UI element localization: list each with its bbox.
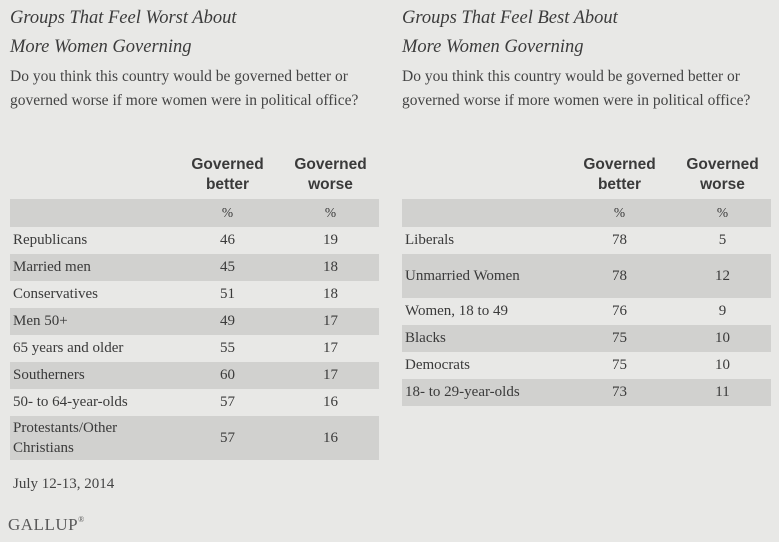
value-better: 75 xyxy=(565,325,674,352)
unit-better: % xyxy=(173,199,282,227)
table-row: Republicans 46 19 xyxy=(10,227,379,254)
value-better: 49 xyxy=(173,308,282,335)
group-label: Married men xyxy=(10,254,173,281)
table-row: 18- to 29-year-olds 73 11 xyxy=(402,379,771,406)
value-worse: 10 xyxy=(674,325,771,352)
table-row: Protestants/Other Christians 57 16 xyxy=(10,416,379,460)
results-table: Governed better Governed worse %% Republica… xyxy=(10,155,379,460)
chart-title: Groups That Feel Best About More Women Go… xyxy=(402,8,618,57)
best-panel: Groups That Feel Best About More Women Go… xyxy=(402,0,772,406)
value-better: 55 xyxy=(220,340,235,356)
group-label: Republicans xyxy=(13,232,88,248)
value-worse: 17 xyxy=(323,340,338,356)
value-worse: 5 xyxy=(718,232,727,248)
value-better: 60 xyxy=(173,362,282,389)
worst-panel: Groups That Feel Worst About More Women G… xyxy=(10,0,380,460)
header-group xyxy=(10,155,173,199)
group-label: Liberals xyxy=(405,232,455,248)
group-label: Protestants/Other Christians xyxy=(10,416,173,460)
header-worse: Governed worse xyxy=(686,156,759,193)
table-row: Married men 45 18 xyxy=(10,254,379,281)
unit-row: %% xyxy=(402,199,771,227)
results-table: Governed better Governed worse %% Liberals 7… xyxy=(402,155,771,406)
unit-row: %% xyxy=(10,199,379,227)
survey-date: July 12-13, 2014 xyxy=(13,476,115,492)
group-label: Unmarried Women xyxy=(402,254,565,298)
table-row: Liberals 78 5 xyxy=(402,227,771,254)
value-worse: 12 xyxy=(674,254,771,298)
value-worse: 18 xyxy=(323,286,338,302)
table-row: Conservatives 51 18 xyxy=(10,281,379,308)
group-label: Conservatives xyxy=(13,286,98,302)
value-better: 51 xyxy=(220,286,235,302)
value-worse: 16 xyxy=(282,416,379,460)
group-label: 18- to 29-year-olds xyxy=(402,379,565,406)
value-better: 76 xyxy=(612,303,627,319)
unit-better: % xyxy=(565,199,674,227)
gallup-logo: GALLUP® xyxy=(8,515,85,534)
value-better: 46 xyxy=(220,232,235,248)
value-worse: 11 xyxy=(674,379,771,406)
table-row: Democrats 75 10 xyxy=(402,352,771,379)
chart-title: Groups That Feel Worst About More Women G… xyxy=(10,8,237,57)
group-label: Southerners xyxy=(10,362,173,389)
header-worse: Governed worse xyxy=(294,156,367,193)
header-group xyxy=(402,155,565,199)
value-worse: 10 xyxy=(715,357,730,373)
unit-worse: % xyxy=(282,199,379,227)
unit-worse: % xyxy=(674,199,771,227)
unit-blank xyxy=(402,199,565,227)
table-row: Blacks 75 10 xyxy=(402,325,771,352)
table-row: Southerners 60 17 xyxy=(10,362,379,389)
survey-question: Do you think this country would be gover… xyxy=(10,68,359,109)
group-label: Blacks xyxy=(402,325,565,352)
unit-blank xyxy=(10,199,173,227)
group-label: Men 50+ xyxy=(10,308,173,335)
header-better: Governed better xyxy=(583,156,656,193)
group-label: 65 years and older xyxy=(13,340,124,356)
table-row: Women, 18 to 49 76 9 xyxy=(402,298,771,325)
group-label: 50- to 64-year-olds xyxy=(13,394,128,410)
value-better: 75 xyxy=(612,357,627,373)
value-better: 57 xyxy=(220,394,235,410)
table-row: Unmarried Women 78 12 xyxy=(402,254,771,298)
value-better: 78 xyxy=(612,232,627,248)
value-worse: 16 xyxy=(323,394,338,410)
value-better: 57 xyxy=(173,416,282,460)
table-row: 65 years and older 55 17 xyxy=(10,335,379,362)
table-row: Men 50+ 49 17 xyxy=(10,308,379,335)
table-row: 50- to 64-year-olds 57 16 xyxy=(10,389,379,416)
value-worse: 18 xyxy=(282,254,379,281)
value-better: 73 xyxy=(565,379,674,406)
value-worse: 9 xyxy=(718,303,727,319)
value-better: 78 xyxy=(565,254,674,298)
group-label: Democrats xyxy=(405,357,470,373)
value-worse: 17 xyxy=(282,362,379,389)
group-label: Women, 18 to 49 xyxy=(405,303,508,319)
value-better: 45 xyxy=(173,254,282,281)
survey-question: Do you think this country would be gover… xyxy=(402,68,751,109)
header-better: Governed better xyxy=(191,156,264,193)
value-worse: 17 xyxy=(282,308,379,335)
value-worse: 19 xyxy=(323,232,338,248)
